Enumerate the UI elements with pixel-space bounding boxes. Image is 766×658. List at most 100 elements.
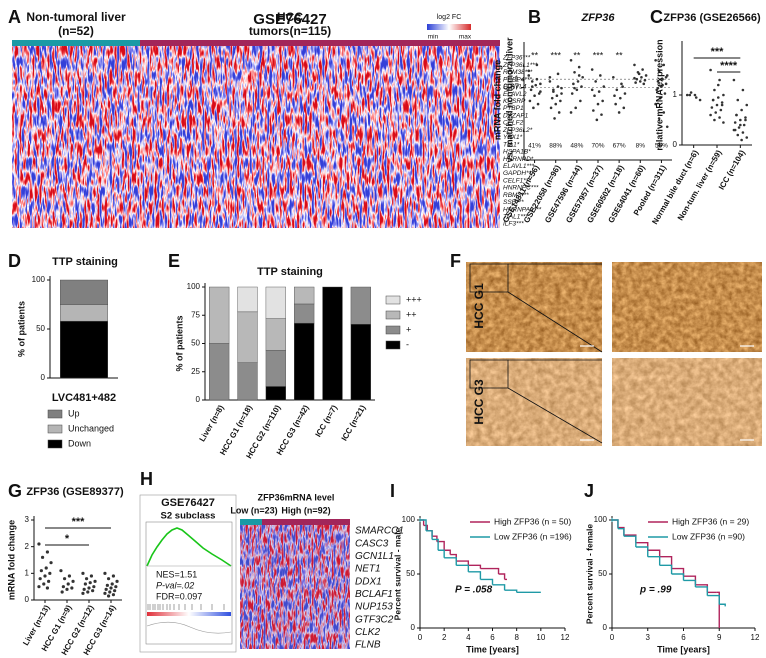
survival-step [492, 584, 506, 591]
data-point [663, 92, 667, 95]
data-point [548, 80, 552, 83]
x-tick-label: 9 [717, 633, 722, 642]
data-point [601, 99, 604, 103]
row-label: BCLAF1 [355, 589, 393, 600]
data-point [597, 90, 601, 93]
data-point [37, 542, 41, 546]
data-point [106, 577, 111, 581]
y-tick-label: 0 [41, 373, 46, 382]
significance: *** [593, 50, 604, 60]
data-point [530, 85, 534, 88]
chart-title: GSE76427 [253, 11, 326, 28]
row-label: DAZAP1 [503, 112, 529, 119]
significance: **** [720, 60, 738, 72]
data-point [713, 88, 716, 92]
y-tick-label: 0 [603, 623, 608, 632]
panel-letter: I [390, 481, 395, 501]
survival-step [427, 530, 433, 537]
image-label: HCC G1 [472, 283, 486, 329]
data-point [45, 586, 50, 590]
data-point [49, 561, 53, 565]
bar-segment [237, 362, 258, 401]
survival-step [659, 556, 673, 569]
data-point [693, 93, 697, 97]
survival-step [456, 564, 470, 572]
annotation: 41% [528, 143, 541, 150]
group-bar [12, 40, 140, 46]
data-point [48, 571, 52, 575]
data-point [596, 102, 600, 106]
chart-title: GSE76427 [161, 497, 215, 509]
legend-swatch [47, 424, 63, 434]
y-tick-label: 75 [191, 310, 200, 319]
data-point [573, 86, 576, 90]
image-connectors [469, 263, 603, 444]
data-point [737, 126, 741, 129]
y-tick-label: 1 [673, 90, 678, 99]
survival-step [659, 564, 673, 574]
data-point [718, 116, 721, 119]
connector [507, 387, 603, 444]
data-point [81, 591, 85, 595]
data-point [110, 582, 114, 586]
bar-segment [265, 386, 286, 401]
y-tick-label: 50 [191, 339, 200, 348]
data-point [534, 83, 538, 87]
significance: ** [573, 50, 581, 60]
annotation: 55% [655, 143, 668, 150]
data-point [577, 74, 581, 77]
panel-letter: J [584, 481, 594, 501]
data-point [744, 118, 747, 122]
survival-step [695, 584, 709, 593]
legend-swatch [385, 295, 401, 305]
x-tick-label: LVC481+482 [52, 392, 116, 404]
row-label: SSB*** [503, 199, 524, 206]
hit-ticks [147, 604, 225, 610]
data-point [529, 88, 533, 92]
y-tick-label: 2 [25, 542, 30, 551]
data-point [740, 108, 743, 112]
x-axis-label: Time [years] [657, 644, 710, 654]
data-point [40, 555, 45, 559]
data-point [622, 106, 626, 110]
row-label: HNRNPA1*** [503, 206, 542, 213]
legend-swatch [385, 325, 401, 335]
row-label: KHSRP [503, 98, 526, 105]
data-point [665, 125, 669, 129]
y-tick-label: 50 [406, 569, 415, 578]
row-label: ILF3*** [503, 221, 524, 228]
micrograph [612, 358, 762, 446]
data-point [88, 581, 92, 585]
data-point [711, 98, 715, 102]
data-point [718, 78, 721, 82]
group-label: tumors(n=115) [249, 24, 331, 38]
legend-label: max [459, 34, 472, 41]
zoom-box [469, 263, 509, 293]
data-point [600, 113, 603, 116]
legend-label: + [406, 324, 411, 334]
group-label: High (n=92) [281, 505, 330, 515]
survival-step [420, 519, 427, 531]
heatmap [12, 46, 500, 228]
data-point [644, 74, 648, 77]
data-point [654, 102, 657, 106]
hit-tick [147, 604, 225, 610]
chart-title: ZFP36 [580, 12, 615, 24]
data-point [617, 111, 621, 114]
data-point [613, 94, 616, 98]
data-point [709, 68, 712, 72]
data-point [61, 585, 65, 589]
significance: *** [711, 46, 725, 58]
y-tick-label: 100 [402, 515, 416, 524]
survival-step [635, 546, 649, 557]
bar-segment [237, 311, 258, 363]
enrichment-curve [146, 527, 232, 567]
panel-letter: F [450, 251, 461, 271]
data-point [560, 86, 563, 90]
ranked-metric [146, 621, 232, 634]
survival-step [468, 564, 482, 569]
data-point [643, 78, 647, 82]
data-point [694, 96, 698, 99]
row-label: CASC3 [355, 538, 389, 549]
legend-label: min [428, 34, 439, 41]
